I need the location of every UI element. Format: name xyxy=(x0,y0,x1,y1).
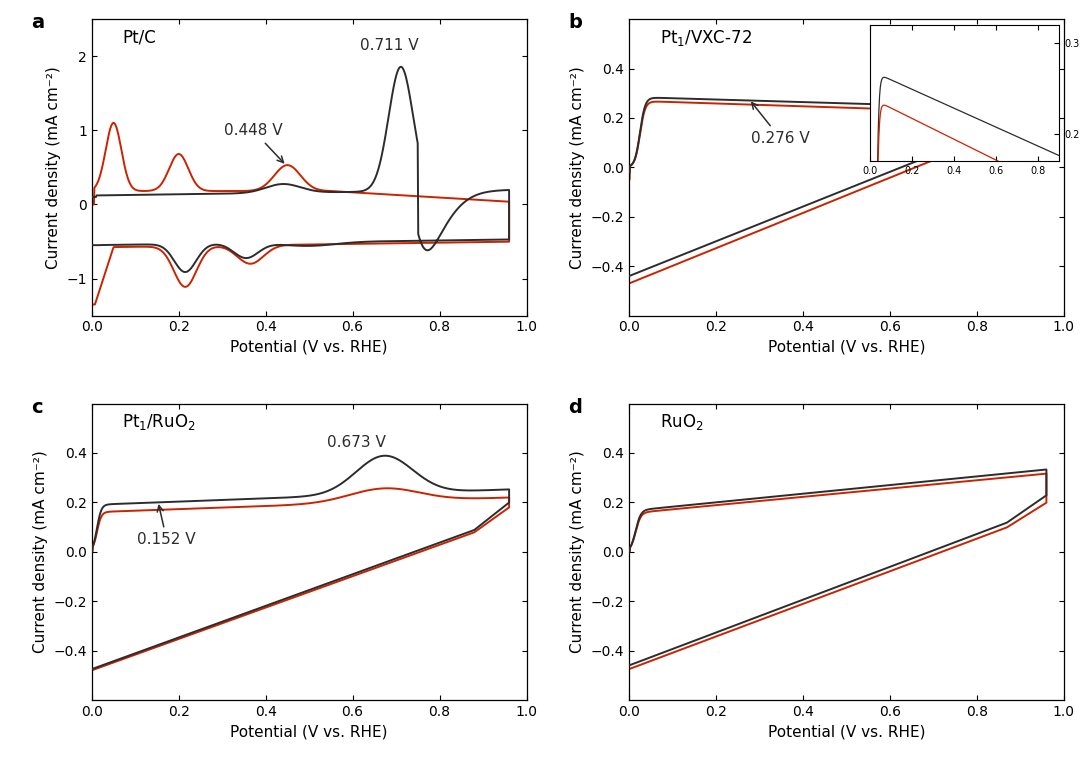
Text: Pt$_1$/RuO$_2$: Pt$_1$/RuO$_2$ xyxy=(122,412,195,432)
Text: 0.276 V: 0.276 V xyxy=(751,103,810,145)
Y-axis label: Current density (mA cm⁻²): Current density (mA cm⁻²) xyxy=(570,66,585,269)
Text: 0.711 V: 0.711 V xyxy=(361,38,419,54)
Text: 0.448 V: 0.448 V xyxy=(225,123,283,163)
X-axis label: Potential (V vs. RHE): Potential (V vs. RHE) xyxy=(768,340,926,355)
Text: d: d xyxy=(568,398,582,417)
Text: a: a xyxy=(31,13,44,32)
Y-axis label: Current density (mA cm⁻²): Current density (mA cm⁻²) xyxy=(570,451,585,653)
Text: 0.673 V: 0.673 V xyxy=(326,435,386,450)
Text: RuO$_2$: RuO$_2$ xyxy=(660,412,703,432)
X-axis label: Potential (V vs. RHE): Potential (V vs. RHE) xyxy=(230,724,388,740)
X-axis label: Potential (V vs. RHE): Potential (V vs. RHE) xyxy=(230,340,388,355)
Text: Pt/C: Pt/C xyxy=(122,29,156,47)
Text: c: c xyxy=(31,398,42,417)
Text: b: b xyxy=(568,13,582,32)
X-axis label: Potential (V vs. RHE): Potential (V vs. RHE) xyxy=(768,724,926,740)
Y-axis label: Current density (mA cm⁻²): Current density (mA cm⁻²) xyxy=(45,66,60,269)
Text: Pt$_1$/VXC-72: Pt$_1$/VXC-72 xyxy=(660,28,752,48)
Text: 0.152 V: 0.152 V xyxy=(137,506,197,547)
Y-axis label: Current density (mA cm⁻²): Current density (mA cm⁻²) xyxy=(32,451,48,653)
